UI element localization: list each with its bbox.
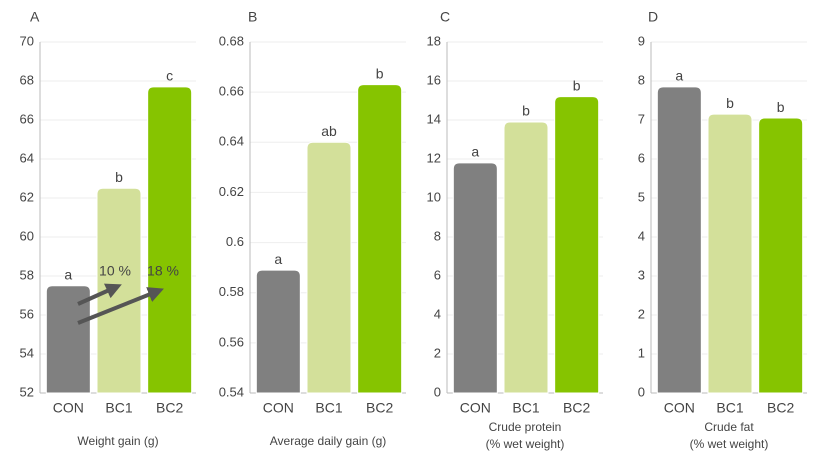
y-tick-label: 66 bbox=[20, 111, 34, 126]
y-tick-label: 3 bbox=[638, 267, 645, 282]
x-tick-label: BC1 bbox=[512, 400, 539, 416]
y-tick-label: 1 bbox=[638, 345, 645, 360]
x-tick-label: BC2 bbox=[767, 400, 794, 416]
y-tick-label: 4 bbox=[434, 306, 441, 321]
bar bbox=[306, 141, 352, 394]
bar bbox=[758, 117, 804, 394]
y-tick-label: 0 bbox=[638, 384, 645, 399]
x-tick-label: BC1 bbox=[716, 400, 743, 416]
arrow bbox=[77, 283, 122, 306]
x-tick-label: BC2 bbox=[366, 400, 393, 416]
y-tick-label: 68 bbox=[20, 72, 34, 87]
annotations: 10 % 18 % bbox=[77, 263, 179, 325]
y-tick-label: 9 bbox=[638, 33, 645, 48]
y-tick-label: 5 bbox=[638, 189, 645, 204]
bar-letter: ab bbox=[321, 123, 337, 139]
x-tick-label: BC2 bbox=[563, 400, 590, 416]
bar bbox=[554, 96, 600, 394]
y-tick-label: 0.64 bbox=[219, 134, 244, 149]
x-axis-label: Crude fat bbox=[704, 420, 754, 434]
bar-letter: b bbox=[376, 65, 384, 81]
x-tick-label: CON bbox=[263, 400, 294, 416]
bar bbox=[656, 86, 702, 394]
y-tick-label: 14 bbox=[427, 111, 441, 126]
y-tick-label: 58 bbox=[20, 267, 34, 282]
arrow bbox=[77, 287, 164, 325]
bar-letter: b bbox=[726, 95, 734, 111]
bar bbox=[255, 269, 301, 394]
bar-letter: b bbox=[115, 169, 123, 185]
panel-label: D bbox=[648, 9, 658, 25]
y-tick-label: 8 bbox=[638, 72, 645, 87]
bar bbox=[147, 86, 193, 394]
y-tick-label: 12 bbox=[427, 150, 441, 165]
x-tick-label: BC1 bbox=[105, 400, 132, 416]
y-tick-label: 2 bbox=[638, 306, 645, 321]
x-tick-label: CON bbox=[460, 400, 491, 416]
x-tick-label: CON bbox=[53, 400, 84, 416]
bar-letter: a bbox=[675, 68, 683, 84]
y-tick-label: 0.54 bbox=[219, 384, 244, 399]
bar bbox=[45, 285, 91, 394]
y-tick-label: 10 bbox=[427, 189, 441, 204]
y-tick-label: 0.66 bbox=[219, 84, 244, 99]
y-tick-label: 0.56 bbox=[219, 334, 244, 349]
bar-letter: c bbox=[166, 68, 173, 84]
bar-letter: a bbox=[274, 251, 282, 267]
bar bbox=[707, 113, 753, 394]
y-tick-label: 0.58 bbox=[219, 284, 244, 299]
x-axis-label: Average daily gain (g) bbox=[270, 434, 387, 448]
y-tick-label: 60 bbox=[20, 228, 34, 243]
annotation: 10 % bbox=[99, 263, 131, 279]
x-tick-label: BC1 bbox=[315, 400, 342, 416]
bar-letter: a bbox=[471, 144, 479, 160]
y-tick-label: 0.6 bbox=[226, 234, 244, 249]
plots: A52545658606264666870aCONbBC1cBC2Weight … bbox=[20, 9, 807, 451]
x-axis-label: (% wet weight) bbox=[486, 437, 565, 451]
panel-label: C bbox=[440, 9, 450, 25]
bar bbox=[452, 162, 498, 394]
bar bbox=[503, 121, 549, 394]
y-tick-label: 4 bbox=[638, 228, 645, 243]
y-tick-label: 52 bbox=[20, 384, 34, 399]
y-tick-label: 56 bbox=[20, 306, 34, 321]
y-tick-label: 16 bbox=[427, 72, 441, 87]
annotation: 18 % bbox=[147, 263, 179, 279]
y-tick-label: 6 bbox=[638, 150, 645, 165]
bar-letter: b bbox=[522, 103, 530, 119]
bar bbox=[357, 84, 403, 394]
bar-letter: b bbox=[573, 77, 581, 93]
y-tick-label: 54 bbox=[20, 345, 34, 360]
panel-label: A bbox=[30, 9, 40, 25]
x-axis-label: (% wet weight) bbox=[690, 437, 769, 451]
y-tick-label: 64 bbox=[20, 150, 34, 165]
y-tick-label: 0.68 bbox=[219, 33, 244, 48]
x-axis-label: Crude protein bbox=[489, 420, 562, 434]
x-axis-label: Weight gain (g) bbox=[77, 434, 158, 448]
y-tick-label: 8 bbox=[434, 228, 441, 243]
bar-letter: b bbox=[777, 99, 785, 115]
y-tick-label: 62 bbox=[20, 189, 34, 204]
y-tick-label: 6 bbox=[434, 267, 441, 282]
y-tick-label: 0.62 bbox=[219, 184, 244, 199]
x-tick-label: BC2 bbox=[156, 400, 183, 416]
y-tick-label: 18 bbox=[427, 33, 441, 48]
bar-letter: a bbox=[64, 266, 72, 282]
x-tick-label: CON bbox=[664, 400, 695, 416]
y-tick-label: 7 bbox=[638, 111, 645, 126]
panel-label: B bbox=[248, 9, 257, 25]
y-tick-label: 2 bbox=[434, 345, 441, 360]
y-tick-label: 0 bbox=[434, 384, 441, 399]
y-tick-label: 70 bbox=[20, 33, 34, 48]
